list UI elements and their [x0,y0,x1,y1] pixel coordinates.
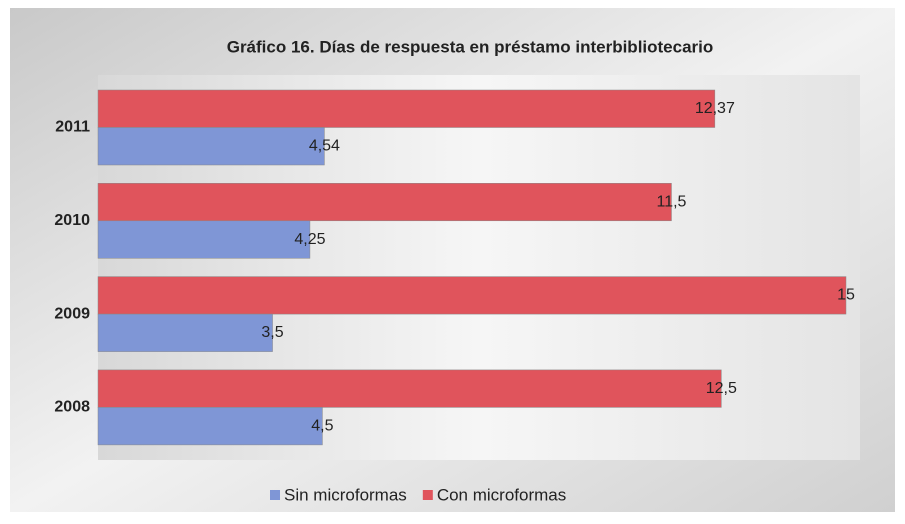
data-label: 4,54 [309,137,340,154]
y-tick-label: 2009 [54,305,90,322]
bar [97,183,672,222]
y-tick-label: 2011 [55,119,90,136]
bar [97,407,323,446]
bar [97,369,722,408]
y-tick-label: 2010 [54,212,90,229]
data-label: 3,5 [261,324,283,341]
data-label: 15 [837,287,855,304]
bar [97,313,273,352]
data-label: 4,5 [311,417,333,434]
legend-swatch [270,490,280,500]
bar [97,220,311,259]
data-label: 11,5 [656,193,686,210]
bar [97,89,716,128]
bar [97,127,325,166]
legend-swatch [422,490,433,500]
data-label: 4,25 [294,231,325,248]
bar [97,276,847,315]
y-tick-label: 2008 [54,399,90,416]
legend-label: Con microformas [437,485,566,504]
data-label: 12,37 [695,100,735,117]
chart-title: Gráfico 16. Días de respuesta en préstam… [227,37,714,56]
legend-label: Sin microformas [284,485,407,504]
data-label: 12,5 [706,380,737,397]
